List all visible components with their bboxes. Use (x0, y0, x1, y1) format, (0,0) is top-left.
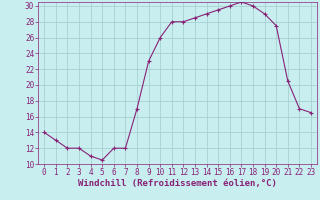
X-axis label: Windchill (Refroidissement éolien,°C): Windchill (Refroidissement éolien,°C) (78, 179, 277, 188)
